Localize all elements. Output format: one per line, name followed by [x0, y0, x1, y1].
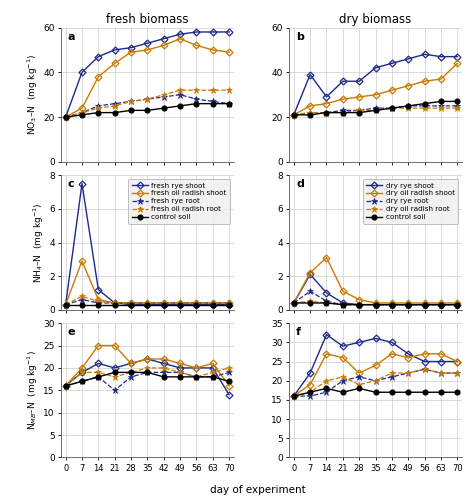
Text: b: b — [296, 32, 304, 42]
Text: d: d — [296, 180, 304, 190]
Y-axis label: NO$_3$–N  (mg kg$^{-1}$): NO$_3$–N (mg kg$^{-1}$) — [26, 54, 40, 136]
Title: dry biomass: dry biomass — [340, 14, 412, 26]
Legend: dry rye shoot, dry oil radish shoot, dry rye root, dry oil radish root, control : dry rye shoot, dry oil radish shoot, dry… — [363, 179, 458, 224]
Text: day of experiment: day of experiment — [210, 485, 306, 495]
Text: e: e — [68, 327, 76, 337]
Text: c: c — [68, 180, 75, 190]
Y-axis label: N$_{MB}$–N  (mg kg$^{-1}$): N$_{MB}$–N (mg kg$^{-1}$) — [26, 350, 40, 430]
Title: fresh biomass: fresh biomass — [106, 14, 189, 26]
Legend: fresh rye shoot, fresh oil radish shoot, fresh rye root, fresh oil radish root, : fresh rye shoot, fresh oil radish shoot,… — [128, 179, 230, 224]
Text: f: f — [296, 327, 301, 337]
Y-axis label: NH$_4$–N  (mg kg$^{-1}$): NH$_4$–N (mg kg$^{-1}$) — [32, 202, 46, 283]
Text: a: a — [68, 32, 76, 42]
